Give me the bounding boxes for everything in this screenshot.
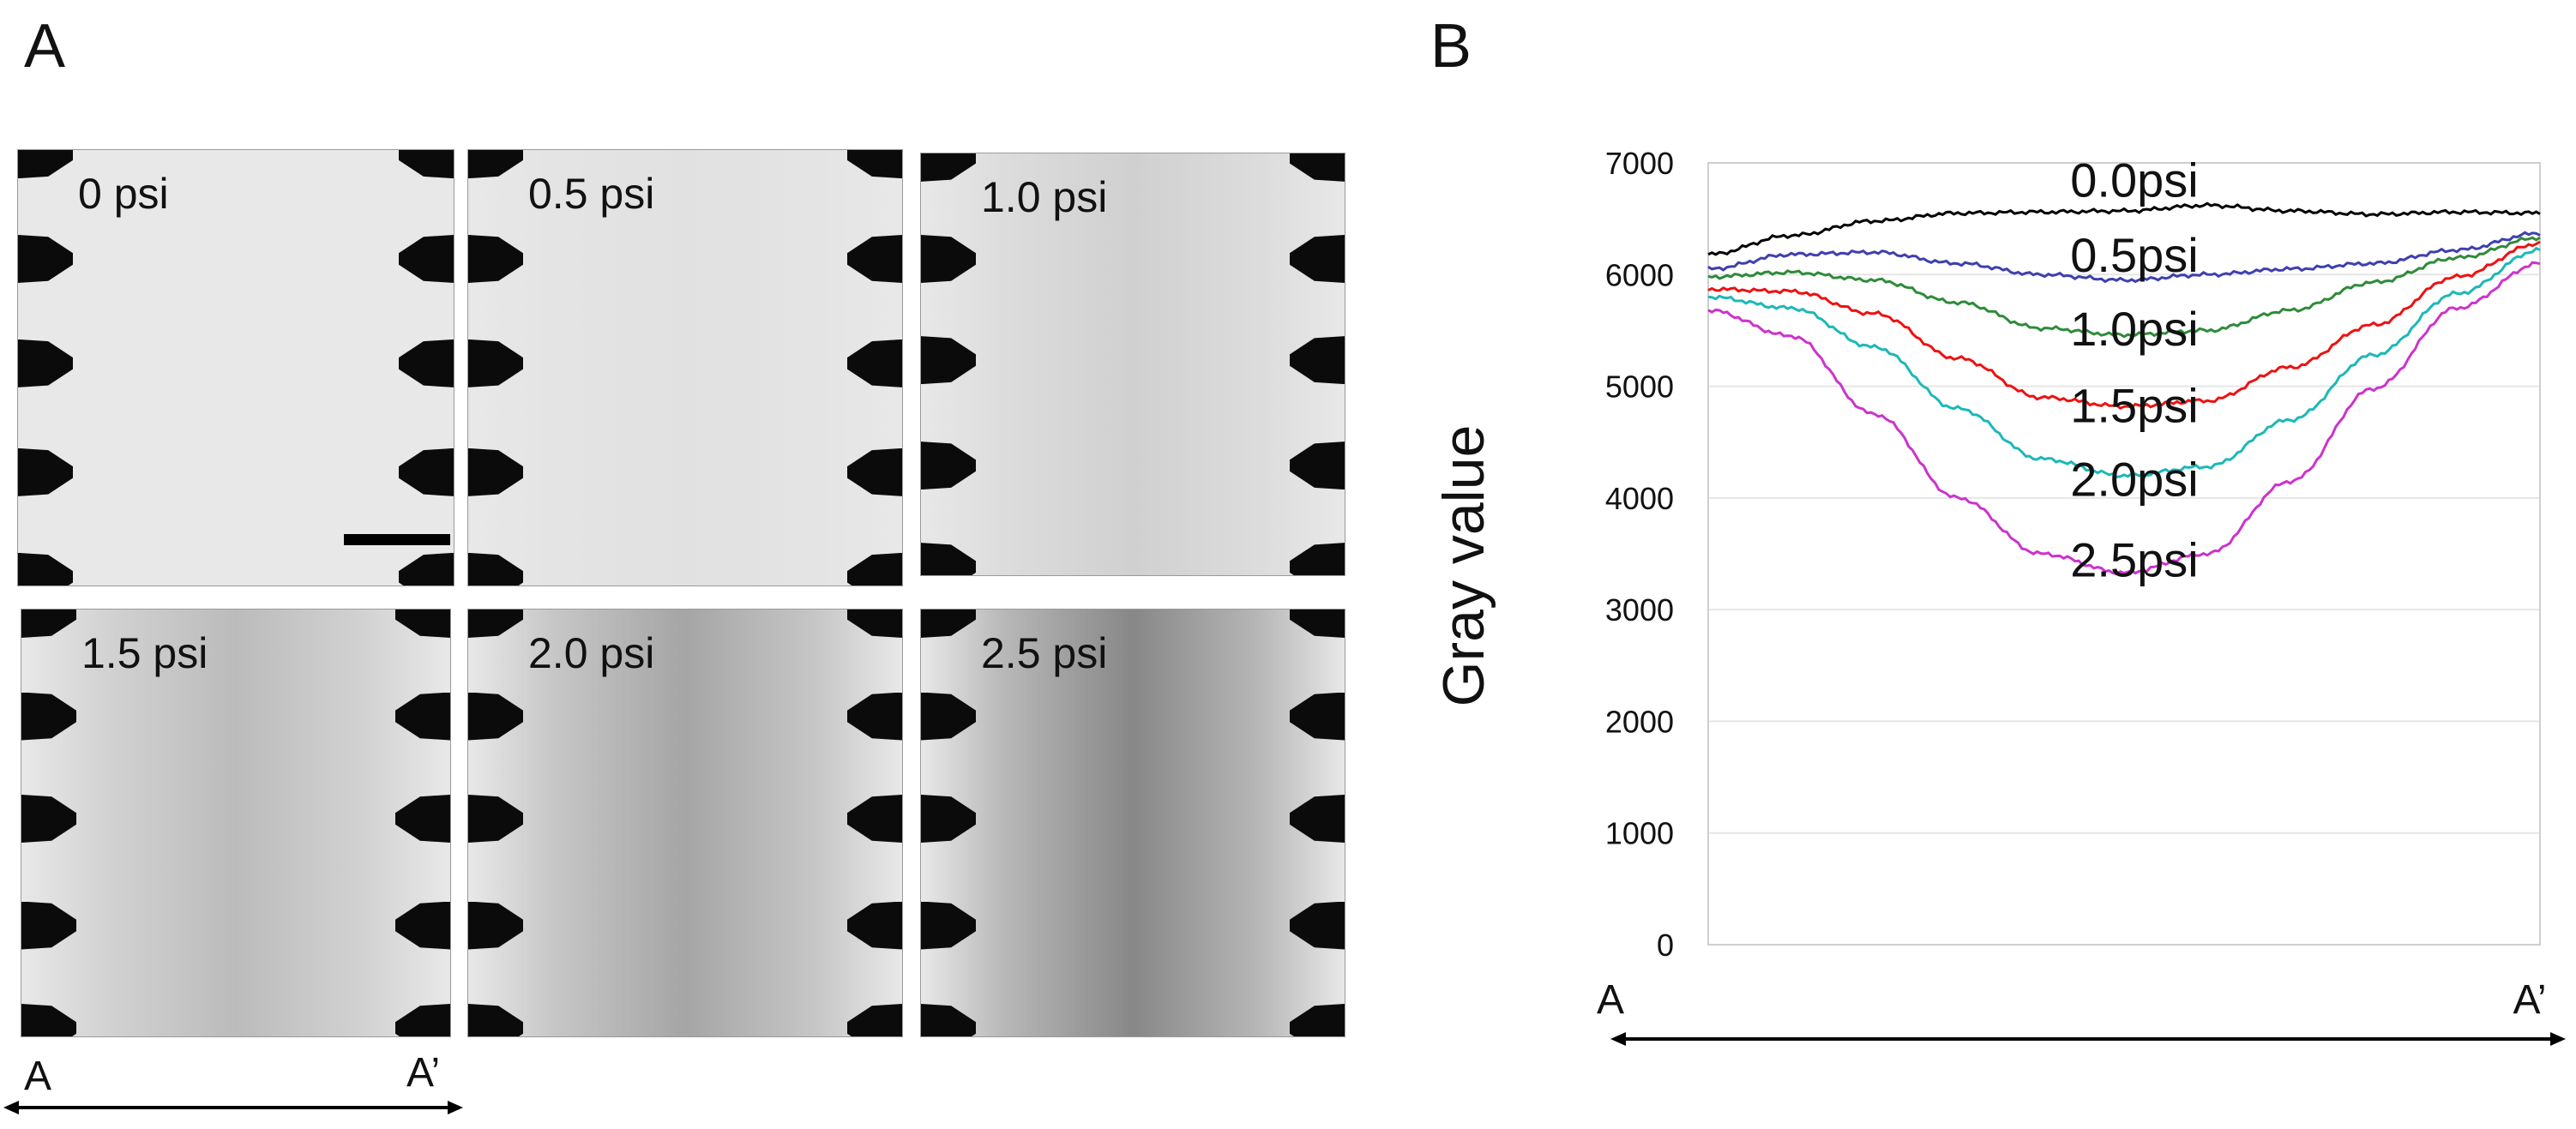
y-tick-label: 4000 <box>1605 481 1674 516</box>
channel-gradient <box>921 153 1345 575</box>
pressure-label: 1.5 psi <box>81 629 208 677</box>
gray-value-chart: 0 1000 2000 3000 4000 5000 6000 7000 0.0psi 0.5p… <box>1431 146 2566 1046</box>
series-line-1.5psi <box>1707 240 2541 411</box>
series-lines <box>1707 201 2541 576</box>
series-line-1.0psi <box>1707 236 2541 339</box>
panel-letter-b: B <box>1430 12 1472 81</box>
y-tick-label: 1000 <box>1605 816 1674 851</box>
x-axis-start-label: A <box>1597 977 1624 1023</box>
micrograph-tile: 0 psi <box>17 149 454 586</box>
pressure-label: 2.5 psi <box>981 629 1108 677</box>
channel-shading <box>921 153 1345 575</box>
series-label: 0.5psi <box>2070 228 2198 282</box>
pressure-label: 1.0 psi <box>981 173 1108 221</box>
micrograph-tile: 2.5 psi <box>920 609 1345 1037</box>
y-tick-label: 7000 <box>1605 146 1674 181</box>
channel-gradient <box>21 610 450 1036</box>
series-label: 2.5psi <box>2070 533 2198 587</box>
channel-shading <box>468 610 902 1036</box>
y-tick-label: 6000 <box>1605 257 1674 292</box>
series-label: 1.0psi <box>2070 302 2198 356</box>
series-label: 2.0psi <box>2070 453 2198 507</box>
pressure-label: 0 psi <box>78 170 169 218</box>
y-tick-label: 0 <box>1657 928 1674 963</box>
channel-shading <box>921 610 1345 1036</box>
channel-gradient <box>18 150 454 586</box>
micrograph-tile: 0.5 psi <box>467 149 903 586</box>
channel-gradient <box>921 610 1345 1036</box>
series-label: 1.5psi <box>2070 379 2198 433</box>
panel-a-axis-arrow <box>3 1101 463 1114</box>
y-tick-labels: 0 1000 2000 3000 4000 5000 6000 7000 <box>1605 146 1674 963</box>
series-label: 0.0psi <box>2070 153 2198 207</box>
x-axis-arrow <box>1610 1032 2566 1046</box>
series-line-2.0psi <box>1707 246 2541 478</box>
micrograph-tile: 1.5 psi <box>21 609 451 1037</box>
channel-shading <box>18 150 454 586</box>
channel-gradient <box>468 610 902 1036</box>
y-tick-label: 3000 <box>1605 592 1674 628</box>
panel-a-axis-end: A’ <box>406 1050 441 1096</box>
pressure-label: 0.5 psi <box>528 170 655 218</box>
y-tick-label: 5000 <box>1605 369 1674 405</box>
chart-grid <box>1707 162 2541 946</box>
panel-letter-a: A <box>24 12 66 81</box>
channel-gradient <box>468 150 902 586</box>
series-line-0.5psi <box>1707 231 2541 284</box>
series-line-0.0psi <box>1707 201 2541 256</box>
x-axis-end-label: A’ <box>2513 977 2546 1023</box>
panel-a-axis-start: A <box>24 1054 52 1099</box>
y-axis-label: Gray value <box>1431 425 1496 707</box>
series-labels: 0.0psi 0.5psi 1.0psi 1.5psi 2.0psi 2.5psi <box>2070 153 2198 587</box>
y-tick-label: 2000 <box>1605 704 1674 739</box>
pressure-label: 2.0 psi <box>528 629 655 677</box>
channel-shading <box>468 150 902 586</box>
series-line-2.5psi <box>1707 261 2541 576</box>
scale-bar <box>344 534 450 545</box>
plot-frame <box>1707 162 2541 946</box>
micrograph-tile: 2.0 psi <box>467 609 903 1037</box>
channel-shading <box>21 610 450 1036</box>
micrograph-tile: 1.0 psi <box>920 153 1345 576</box>
